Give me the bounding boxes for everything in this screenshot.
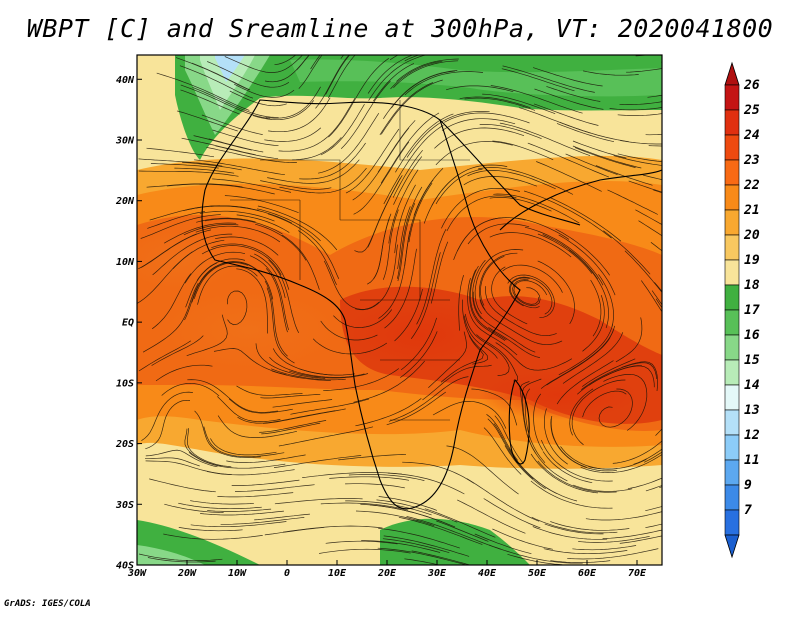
colorbar-swatch — [724, 284, 740, 311]
map-plot-area — [137, 55, 662, 565]
lon-tick-label: 40E — [478, 568, 497, 579]
colorbar-label: 9 — [744, 478, 752, 493]
colorbar-swatch — [724, 434, 740, 461]
map-title: WBPT [C] and Sreamline at 300hPa, VT: 20… — [26, 14, 774, 43]
credit-text: GrADS: IGES/COLA — [4, 599, 91, 609]
lat-tick-label: 20N — [115, 196, 135, 207]
colorbar-swatch — [724, 209, 740, 236]
colorbar-label: 16 — [744, 328, 760, 343]
colorbar-swatch — [724, 109, 740, 136]
colorbar-label: 22 — [743, 178, 760, 193]
lat-tick-label: 10S — [116, 378, 134, 389]
lon-tick-label: 60E — [578, 568, 597, 579]
colorbar-swatch — [724, 409, 740, 436]
colorbar-label: 25 — [743, 103, 760, 118]
colorbar-label: 15 — [744, 353, 760, 368]
colorbar-swatch — [724, 509, 740, 536]
longitude-axis: 30W 20W 10W 0 10E 20E 30E 40E 50E 60E 70E — [127, 560, 647, 579]
lat-tick-label: 30N — [115, 136, 135, 147]
colorbar-swatch — [724, 134, 740, 161]
lat-tick-label: 40N — [116, 75, 135, 86]
colorbar-swatch — [724, 359, 740, 386]
colorbar-label: 13 — [744, 403, 760, 418]
colorbar-swatch — [724, 459, 740, 486]
colorbar-swatch — [724, 259, 740, 286]
map-frame — [136, 54, 663, 566]
colorbar-swatch — [724, 84, 740, 111]
lon-tick-label: 0 — [284, 568, 290, 579]
colorbar-label: 26 — [743, 78, 760, 93]
country-borders — [230, 100, 470, 421]
colorbar: 26 25 24 23 22 21 20 19 18 17 16 15 14 13 12 11 9 7 — [724, 61, 760, 559]
colorbar-swatch — [724, 309, 740, 336]
lon-tick-label: 20E — [377, 568, 397, 579]
colorbar-label: 12 — [744, 428, 760, 443]
colorbar-top-arrow — [724, 61, 740, 86]
colorbar-bottom-arrow — [724, 534, 740, 559]
colorbar-swatch — [724, 234, 740, 261]
field-cool-north-15 — [200, 55, 255, 110]
colorbar-label: 7 — [744, 503, 752, 518]
colorbar-label: 24 — [743, 128, 760, 143]
lon-tick-label: 10E — [328, 568, 347, 579]
colorbar-label: 23 — [743, 153, 760, 168]
lon-tick-label: 30E — [427, 568, 447, 579]
colorbar-label: 21 — [743, 203, 760, 218]
lat-tick-label: 10N — [116, 257, 135, 268]
colorbar-swatch — [724, 484, 740, 511]
colorbar-label: 19 — [744, 253, 760, 268]
lon-tick-label: 50E — [528, 568, 547, 579]
lon-tick-label: 70E — [628, 568, 647, 579]
lat-tick-label: 40S — [116, 561, 134, 572]
field-cool-south-16 — [137, 545, 205, 565]
lat-tick-label: 20S — [115, 439, 134, 450]
colorbar-label: 11 — [744, 453, 760, 468]
coastlines — [201, 99, 662, 510]
lon-tick-label: 20W — [177, 568, 197, 579]
colorbar-swatch — [724, 159, 740, 186]
colorbar-label: 14 — [744, 378, 760, 393]
lon-tick-label: 30W — [127, 568, 147, 579]
colorbar-swatch — [724, 184, 740, 211]
colorbar-label: 17 — [744, 303, 760, 318]
lat-tick-label: 30S — [115, 500, 134, 511]
lon-tick-label: 10W — [228, 568, 247, 579]
colorbar-label: 18 — [744, 278, 760, 293]
lat-tick-label: EQ — [122, 318, 134, 329]
colorbar-label: 20 — [743, 228, 760, 243]
field-cool-north-18 — [290, 59, 662, 97]
latitude-axis: 40N 30N 20N 10N EQ 10S 20S 30S 40S — [115, 75, 142, 572]
colorbar-swatch — [724, 334, 740, 361]
colorbar-swatch — [724, 384, 740, 411]
